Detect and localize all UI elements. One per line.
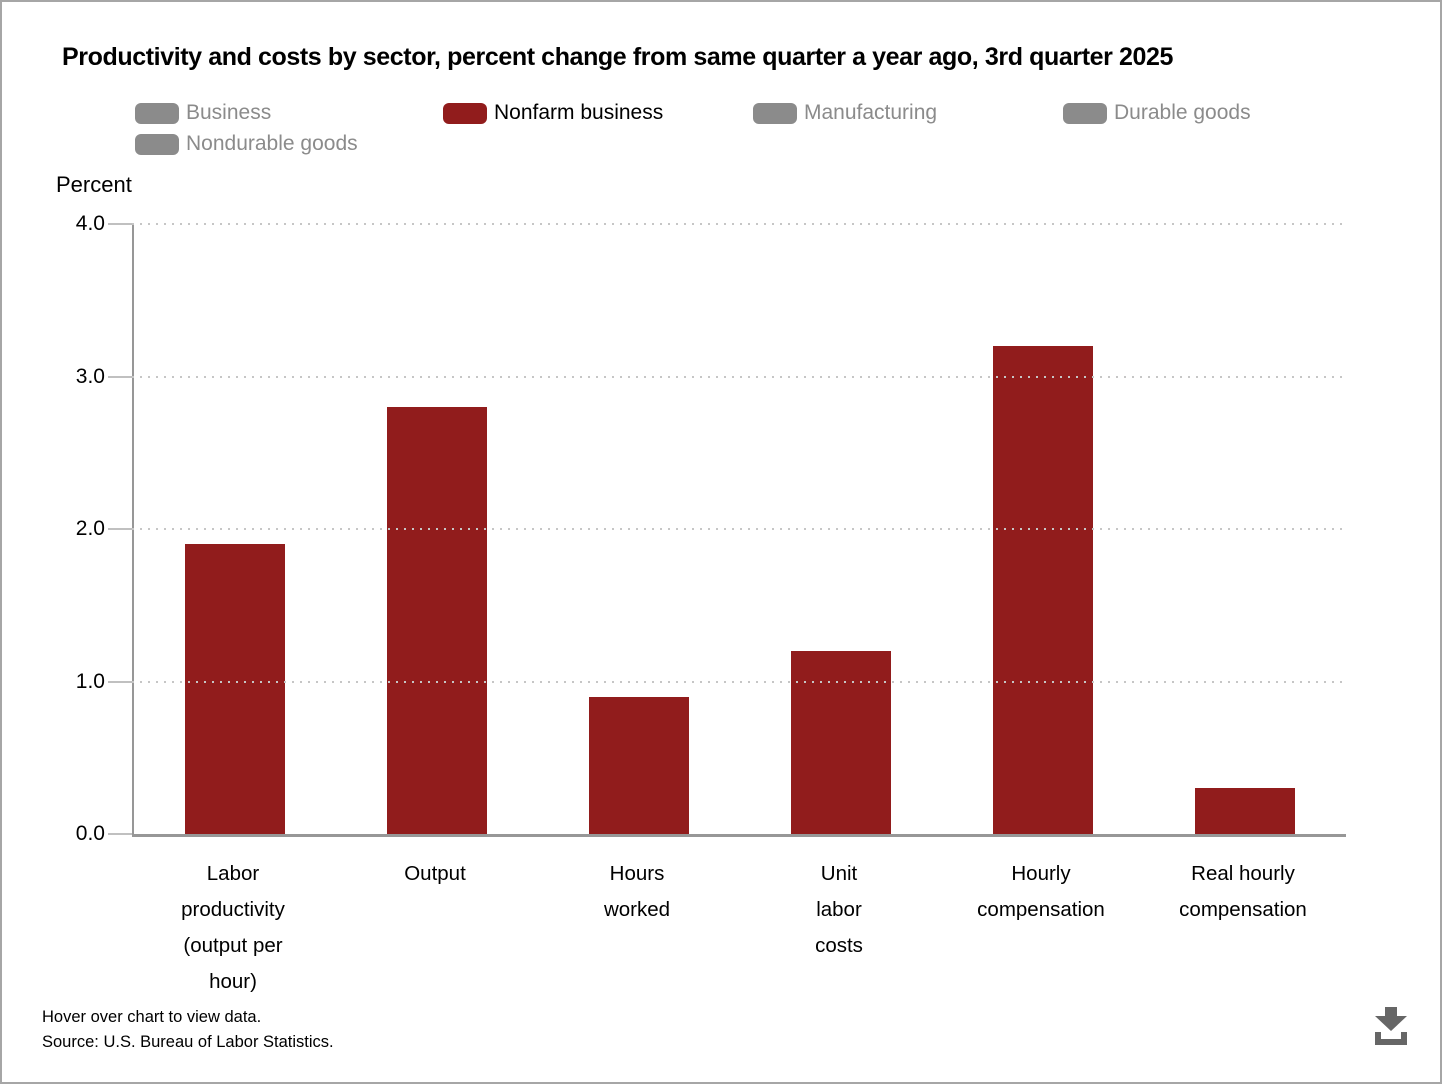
- x-axis-label-line: hour): [209, 970, 257, 993]
- x-axis-label-line: Real hourly: [1191, 862, 1295, 885]
- y-tick-mark: [108, 375, 132, 378]
- x-axis-label-line: (output per: [183, 934, 283, 957]
- x-axis-label-hourly-compensation: Hourly compensation: [940, 856, 1142, 928]
- x-axis-label-unit-labor-costs: Unit labor costs: [738, 856, 940, 964]
- x-axis-label-line: productivity: [181, 898, 285, 921]
- legend-label: Nonfarm business: [494, 101, 664, 124]
- y-tick-mark: [108, 528, 132, 530]
- plot-area: [132, 224, 1346, 837]
- bar-hours-worked[interactable]: [589, 697, 689, 834]
- bar-labor-productivity-output-per-hour[interactable]: [185, 544, 285, 834]
- legend-label: Manufacturing: [804, 101, 938, 124]
- y-tick-mark: [108, 833, 132, 835]
- source-note: Source: U.S. Bureau of Labor Statistics.: [42, 1033, 334, 1051]
- y-tick-label: 2.0: [75, 517, 105, 540]
- y-tick-mark: [108, 680, 132, 683]
- x-axis-label-real-hourly-compensation: Real hourly compensation: [1142, 856, 1344, 928]
- x-axis-label-hours-worked: Hours worked: [536, 856, 738, 928]
- download-icon: [1375, 1007, 1407, 1045]
- y-tick-label: 0.0: [75, 822, 105, 845]
- y-tick-label: 3.0: [75, 364, 105, 388]
- legend-item-business[interactable]: Business: [135, 102, 271, 124]
- bar-output[interactable]: [387, 407, 487, 834]
- gridline-1.0: [132, 680, 1347, 683]
- x-axis-label-line: Output: [404, 862, 466, 885]
- gridline-4.0: [132, 223, 1347, 225]
- legend-item-durable-goods[interactable]: Durable goods: [1063, 102, 1251, 124]
- legend-swatch: [1063, 102, 1107, 124]
- x-axis-label-labor-productivity-output-per-hour: Labor productivity (output per hour): [132, 856, 334, 1000]
- x-axis-label-line: costs: [815, 934, 863, 957]
- bar-real-hourly-compensation[interactable]: [1195, 788, 1295, 834]
- chart-title: Productivity and costs by sector, percen…: [62, 43, 1174, 71]
- bar-unit-labor-costs[interactable]: [791, 651, 891, 834]
- x-axis-label-line: worked: [603, 898, 671, 921]
- x-axis-label-line: Unit: [820, 862, 858, 885]
- gridline-3.0: [132, 375, 1347, 378]
- y-tick-label: 1.0: [75, 669, 105, 693]
- legend-swatch: [135, 102, 179, 124]
- legend-swatch: [135, 133, 179, 155]
- y-tick-mark: [108, 223, 132, 225]
- x-axis-label-line: Hours: [609, 862, 665, 885]
- x-axis-label-line: labor: [816, 898, 862, 921]
- legend-item-nonfarm-business[interactable]: Nonfarm business: [443, 102, 663, 124]
- y-axis-unit-label: Percent: [56, 172, 132, 197]
- x-axis-label-line: Hourly: [1011, 862, 1071, 885]
- legend-label: Durable goods: [1114, 101, 1251, 124]
- download-button[interactable]: [1362, 1000, 1420, 1054]
- legend-label: Business: [186, 101, 272, 124]
- legend-item-manufacturing[interactable]: Manufacturing: [753, 102, 937, 124]
- legend-item-nondurable-goods[interactable]: Nondurable goods: [135, 133, 358, 155]
- bar-hourly-compensation[interactable]: [993, 346, 1093, 834]
- legend-swatch: [443, 102, 487, 124]
- gridline-2.0: [132, 528, 1347, 530]
- y-tick-label: 4.0: [75, 212, 105, 235]
- legend-label: Nondurable goods: [186, 132, 358, 155]
- x-axis-label-output: Output: [334, 856, 536, 892]
- x-axis-label-line: compensation: [977, 898, 1105, 921]
- legend-swatch: [753, 102, 797, 124]
- x-axis-label-line: Labor: [206, 862, 260, 885]
- x-axis-label-line: compensation: [1179, 898, 1307, 921]
- hover-note: Hover over chart to view data.: [42, 1008, 262, 1026]
